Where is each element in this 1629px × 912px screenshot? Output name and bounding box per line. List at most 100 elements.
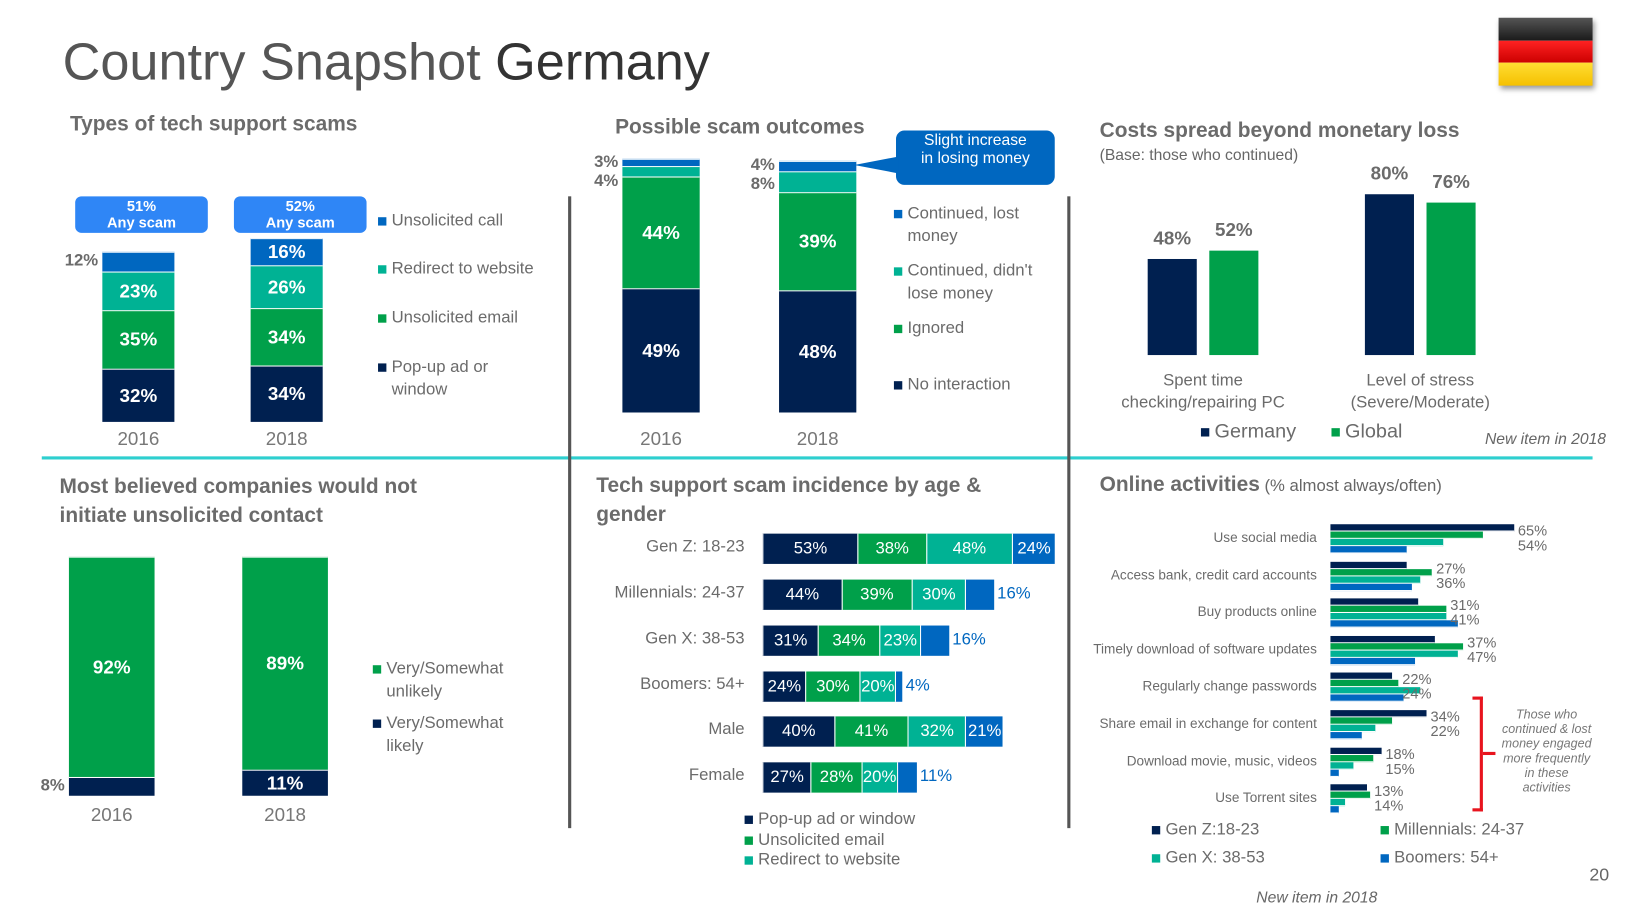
bar [1330, 650, 1458, 658]
bar-segment: 20% [861, 762, 898, 793]
data-label: 16% [997, 584, 1031, 603]
bar-segment: 28% [810, 762, 862, 793]
bar [1364, 194, 1414, 356]
data-label: 80% [1370, 163, 1409, 185]
legend-item: Pop-up ad or window [378, 356, 535, 402]
bar [1330, 799, 1345, 807]
category-label: Male [708, 720, 745, 739]
legend-item: Continued, didn't lose money [893, 260, 1051, 306]
category-label: Buy products online [1197, 603, 1317, 620]
horizontal-divider [41, 456, 1593, 460]
legend-swatch [378, 216, 387, 226]
bar-segment: 23% [879, 625, 921, 656]
data-label: 48% [1153, 227, 1192, 249]
legend-item: Very/Somewhat unlikely [372, 658, 530, 704]
legend-item: Continued, lost money [893, 203, 1051, 249]
data-label: 34% [1430, 708, 1460, 725]
legend-label: Millennials: 24-37 [1394, 820, 1525, 839]
bar [1330, 672, 1393, 681]
bar-segment: 92% [68, 556, 155, 777]
any-scam-text: 52% [285, 197, 315, 215]
bar-segment [779, 161, 857, 172]
any-scam-text: Any scam [106, 214, 177, 231]
data-label: 4% [750, 156, 775, 175]
legend-item: No interaction [893, 374, 1051, 397]
category-label: Share email in exchange for content [1099, 715, 1317, 732]
new-item-note: New item in 2018 [1484, 430, 1607, 449]
bar [1330, 761, 1353, 770]
legend-item: Pop-up ad or window [744, 808, 954, 831]
bar-segment: 40% [762, 716, 835, 747]
legend-item: Unsolicited call [378, 210, 535, 233]
legend-swatch [893, 267, 903, 276]
bar [1330, 724, 1376, 733]
legend-swatch [1200, 428, 1210, 437]
category-label: Use social media [1213, 529, 1317, 546]
vertical-divider [1067, 196, 1071, 829]
bar-segment: 16% [250, 238, 323, 265]
legend-label: Very/Somewhat likely [386, 714, 504, 756]
legend-label: Gen Z:18-23 [1165, 820, 1260, 839]
bar [1330, 694, 1404, 703]
bar-segment: 20% [859, 671, 896, 702]
category-label: Use Torrent sites [1215, 789, 1317, 806]
legend-swatch [1380, 853, 1389, 863]
category-label: Gen X: 38-53 [645, 629, 745, 648]
bar [1147, 258, 1197, 356]
legend-item: Redirect to website [744, 849, 954, 872]
legend-swatch [378, 265, 387, 274]
legend-swatch [893, 209, 903, 219]
category-label: Millennials: 24-37 [614, 583, 745, 602]
bar-segment: 44% [762, 579, 842, 610]
bar [1330, 605, 1447, 614]
data-label: 41% [1450, 611, 1480, 628]
bar [1330, 576, 1421, 584]
legend-label: Global [1345, 420, 1403, 443]
legend-label: Ignored [907, 319, 965, 338]
data-label: 22% [1430, 722, 1460, 740]
legend-swatch [372, 664, 382, 674]
bar [1330, 643, 1463, 651]
legend-swatch [893, 380, 903, 390]
legend-swatch [1151, 825, 1161, 835]
legend-label: Pop-up ad or window [758, 810, 916, 829]
legend-item: Redirect to website [378, 258, 535, 281]
bar [1330, 598, 1418, 606]
callout-box: Slight increase in losing money [896, 130, 1055, 185]
legend-swatch [1151, 853, 1161, 863]
legend-swatch [744, 815, 753, 824]
page-title: Country Snapshot Germany [62, 32, 710, 91]
bar-segment: 32% [102, 368, 175, 422]
any-scam-text: 51% [126, 197, 157, 215]
bar-segment: 34% [818, 625, 880, 656]
bar-segment: 35% [102, 309, 175, 369]
bar-segment [897, 762, 917, 793]
bar-segment: 48% [779, 290, 857, 413]
data-label: 76% [1432, 171, 1470, 193]
panel-title: Most believed companies would not initia… [59, 475, 417, 528]
annotation-text: Those who continued & lost money engaged… [1501, 706, 1592, 795]
data-label: 4% [594, 171, 619, 190]
any-scam-text: Any scam [265, 214, 335, 231]
bar [1330, 561, 1407, 569]
legend-item: Gen Z:18-23 [1151, 819, 1260, 842]
data-label: 18% [1385, 745, 1415, 762]
legend-item: Gen X: 38-53 [1151, 847, 1265, 870]
bar-segment: 34% [250, 365, 323, 422]
data-label: 27% [1436, 559, 1466, 577]
legend-item: Ignored [893, 317, 1051, 340]
data-label: 8% [40, 776, 65, 795]
category-label: Timely download of software updates [1093, 640, 1317, 657]
new-item-note: New item in 2018 [1256, 888, 1378, 907]
bar-segment: 89% [242, 556, 328, 770]
data-label: 47% [1467, 648, 1497, 666]
bar [1330, 620, 1458, 628]
data-label: 52% [1215, 219, 1253, 241]
bar-segment: 44% [622, 176, 700, 289]
bar [1330, 717, 1393, 725]
bar [1330, 524, 1514, 532]
bar-segment: 32% [907, 716, 966, 747]
data-label: 12% [64, 252, 99, 270]
bar [1330, 747, 1382, 755]
legend-swatch [744, 856, 753, 865]
